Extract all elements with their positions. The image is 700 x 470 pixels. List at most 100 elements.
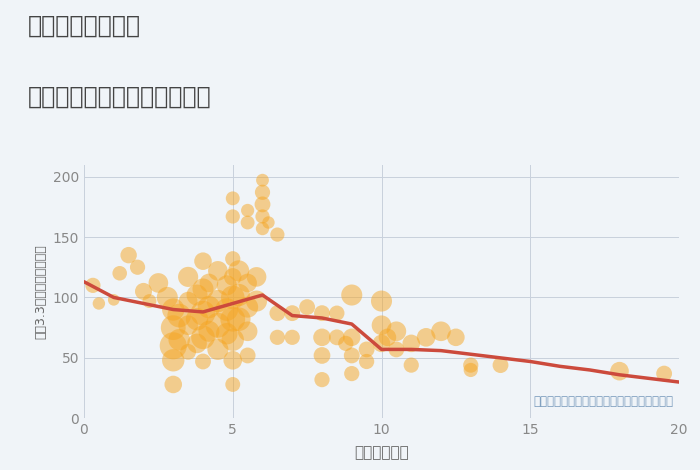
Point (242, 328, 253, 335)
Text: 円の大きさは、取引のあった物件面積を示す: 円の大きさは、取引のあった物件面積を示す (533, 395, 673, 408)
Point (212, 298, 223, 305)
Point (168, 324, 179, 331)
Point (212, 321, 223, 329)
Point (331, 309, 342, 317)
Point (450, 334, 461, 341)
Point (227, 273, 238, 281)
Point (197, 334, 209, 341)
Point (203, 303, 214, 311)
Point (233, 267, 244, 274)
Point (227, 315, 238, 323)
Point (242, 207, 253, 214)
Point (257, 176, 268, 184)
Point (138, 288, 149, 295)
Point (242, 219, 253, 226)
Point (227, 381, 238, 388)
Point (465, 361, 476, 369)
Point (168, 357, 179, 364)
Point (197, 258, 209, 265)
Point (114, 269, 125, 277)
Point (197, 285, 209, 293)
Point (242, 279, 253, 287)
Point (251, 298, 262, 305)
Point (168, 381, 179, 388)
Point (257, 201, 268, 208)
Point (331, 334, 342, 341)
Point (132, 264, 144, 271)
Point (659, 370, 670, 377)
Point (242, 352, 253, 359)
Point (233, 315, 244, 323)
Point (192, 315, 203, 323)
Point (168, 342, 179, 350)
Point (263, 219, 274, 226)
X-axis label: 駅距離（分）: 駅距離（分） (354, 446, 409, 461)
Point (227, 255, 238, 263)
Point (346, 352, 357, 359)
Point (227, 336, 238, 344)
Point (287, 334, 298, 341)
Point (144, 298, 155, 305)
Point (242, 303, 253, 311)
Point (212, 267, 223, 274)
Point (406, 340, 417, 347)
Point (465, 366, 476, 374)
Point (614, 368, 625, 375)
Point (257, 188, 268, 196)
Point (227, 294, 238, 301)
Point (251, 273, 262, 281)
Point (227, 213, 238, 220)
Point (123, 251, 134, 259)
Point (495, 361, 506, 369)
Point (174, 312, 185, 319)
Point (88, 282, 99, 289)
Point (192, 340, 203, 347)
Point (346, 334, 357, 341)
Point (316, 334, 328, 341)
Point (272, 231, 283, 238)
Point (183, 298, 194, 305)
Point (192, 291, 203, 299)
Point (361, 345, 372, 353)
Point (406, 361, 417, 369)
Point (183, 321, 194, 329)
Point (227, 357, 238, 364)
Point (421, 334, 432, 341)
Point (391, 328, 402, 335)
Point (197, 309, 209, 317)
Point (174, 336, 185, 344)
Point (340, 340, 351, 347)
Point (257, 225, 268, 232)
Point (376, 340, 387, 347)
Point (316, 309, 328, 317)
Point (183, 348, 194, 356)
Point (227, 195, 238, 202)
Point (221, 330, 232, 337)
Point (93, 300, 104, 307)
Point (183, 273, 194, 281)
Point (203, 328, 214, 335)
Point (287, 309, 298, 317)
Point (435, 328, 447, 335)
Point (221, 282, 232, 289)
Point (162, 294, 173, 301)
Point (346, 291, 357, 299)
Point (221, 306, 232, 313)
Point (257, 213, 268, 220)
Point (168, 306, 179, 313)
Point (302, 303, 313, 311)
Point (361, 358, 372, 365)
Point (212, 345, 223, 353)
Point (316, 352, 328, 359)
Point (233, 291, 244, 299)
Point (346, 370, 357, 377)
Point (197, 358, 209, 365)
Point (272, 334, 283, 341)
Point (376, 321, 387, 329)
Text: 奈良県菖蒲池駅の: 奈良県菖蒲池駅の (28, 14, 141, 38)
Point (272, 309, 283, 317)
Point (316, 376, 328, 384)
Point (391, 345, 402, 353)
Point (376, 298, 387, 305)
Y-axis label: 坪（3.3㎡）単価（万円）: 坪（3.3㎡）単価（万円） (34, 244, 47, 339)
